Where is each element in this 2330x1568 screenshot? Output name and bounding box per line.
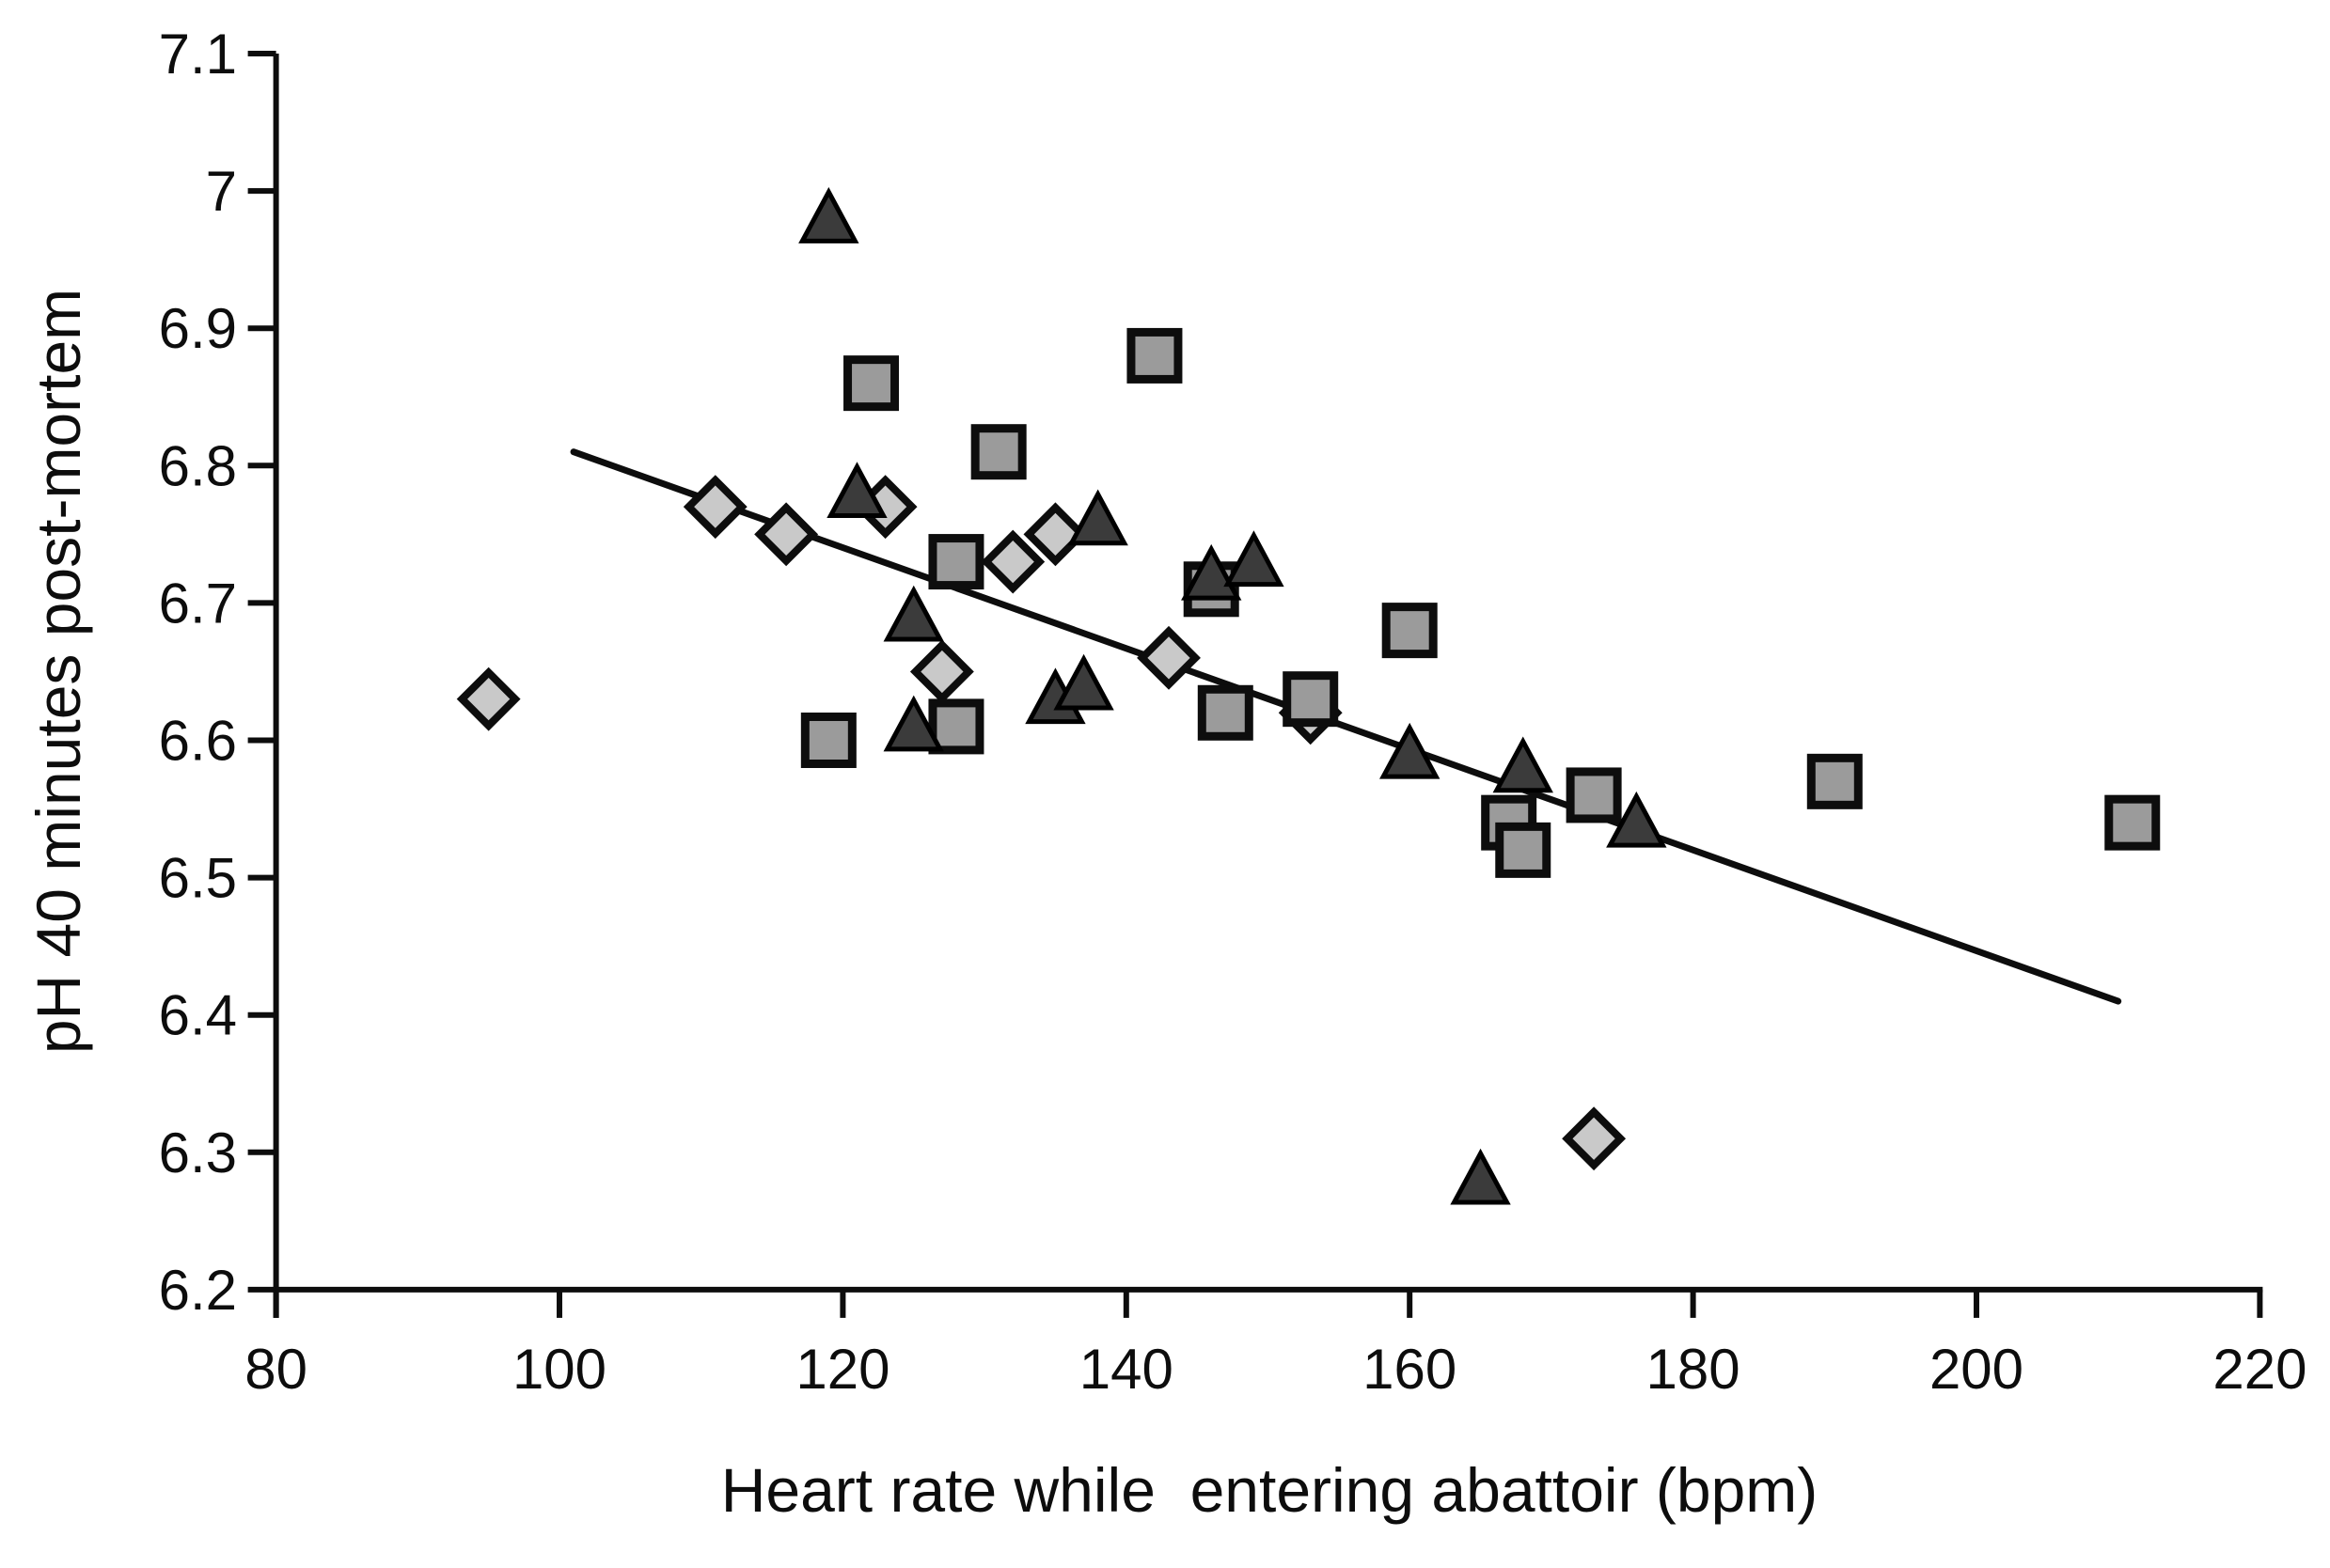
square-marker bbox=[800, 713, 857, 768]
x-axis-tick-label: 120 bbox=[795, 1338, 889, 1401]
y-axis-tick-label: 7.1 bbox=[159, 23, 237, 86]
triangle-marker bbox=[1067, 489, 1128, 546]
square-marker bbox=[1381, 603, 1438, 659]
y-axis-tick-label: 6.4 bbox=[159, 984, 237, 1047]
triangle-marker bbox=[1450, 1148, 1511, 1205]
x-axis-tick-label: 220 bbox=[2212, 1338, 2306, 1401]
x-axis-tick-label: 80 bbox=[244, 1338, 307, 1401]
y-axis-tick-label: 6.5 bbox=[159, 847, 237, 910]
diamond-marker bbox=[683, 475, 748, 540]
x-axis-tick-label: 140 bbox=[1079, 1338, 1173, 1401]
diamond-marker bbox=[1137, 625, 1201, 690]
y-axis-tick-label: 7 bbox=[206, 160, 237, 223]
y-axis-title: pH 40 minutes post-mortem bbox=[24, 288, 93, 1055]
diamond-marker bbox=[1562, 1106, 1627, 1171]
y-axis-tick-label: 6.6 bbox=[159, 710, 237, 773]
trend-line bbox=[570, 448, 2122, 1005]
triangle-marker bbox=[1492, 736, 1553, 793]
triangle-marker bbox=[1379, 722, 1441, 779]
square-marker bbox=[928, 698, 984, 755]
x-axis-tick-label: 180 bbox=[1646, 1338, 1740, 1401]
square-marker bbox=[1806, 753, 1863, 809]
square-marker bbox=[1283, 671, 1339, 728]
square-marker bbox=[1126, 327, 1183, 384]
square-marker bbox=[1566, 767, 1622, 823]
diamond-marker bbox=[456, 666, 521, 731]
square-marker bbox=[843, 355, 900, 412]
square-marker bbox=[1197, 684, 1253, 741]
triangle-marker bbox=[798, 187, 859, 243]
x-axis-tick-label: 200 bbox=[1929, 1338, 2023, 1401]
x-axis-tick-label: 100 bbox=[512, 1338, 606, 1401]
square-marker bbox=[970, 424, 1027, 480]
triangle-marker bbox=[1053, 653, 1114, 711]
diamond-marker bbox=[909, 639, 974, 704]
y-axis-tick-label: 6.9 bbox=[159, 297, 237, 360]
y-axis-tick-label: 6.2 bbox=[159, 1259, 237, 1322]
square-marker bbox=[1495, 822, 1551, 878]
triangle-marker bbox=[1606, 791, 1667, 848]
square-marker bbox=[2104, 794, 2161, 851]
diamond-marker bbox=[1023, 502, 1088, 567]
triangle-marker bbox=[827, 462, 888, 519]
y-axis-tick-label: 6.3 bbox=[159, 1121, 237, 1184]
diamond-marker bbox=[754, 502, 819, 567]
triangle-marker bbox=[883, 695, 944, 752]
triangle-marker bbox=[883, 585, 944, 642]
x-axis-title: Heart rate while entering abattoir (bpm) bbox=[720, 1455, 1818, 1525]
y-axis-tick-label: 6.7 bbox=[159, 572, 237, 635]
triangle-marker bbox=[1223, 530, 1284, 588]
diamond-marker bbox=[981, 529, 1046, 594]
y-axis-tick-label: 6.8 bbox=[159, 434, 237, 497]
x-axis-tick-label: 160 bbox=[1362, 1338, 1456, 1401]
square-marker bbox=[928, 534, 984, 590]
